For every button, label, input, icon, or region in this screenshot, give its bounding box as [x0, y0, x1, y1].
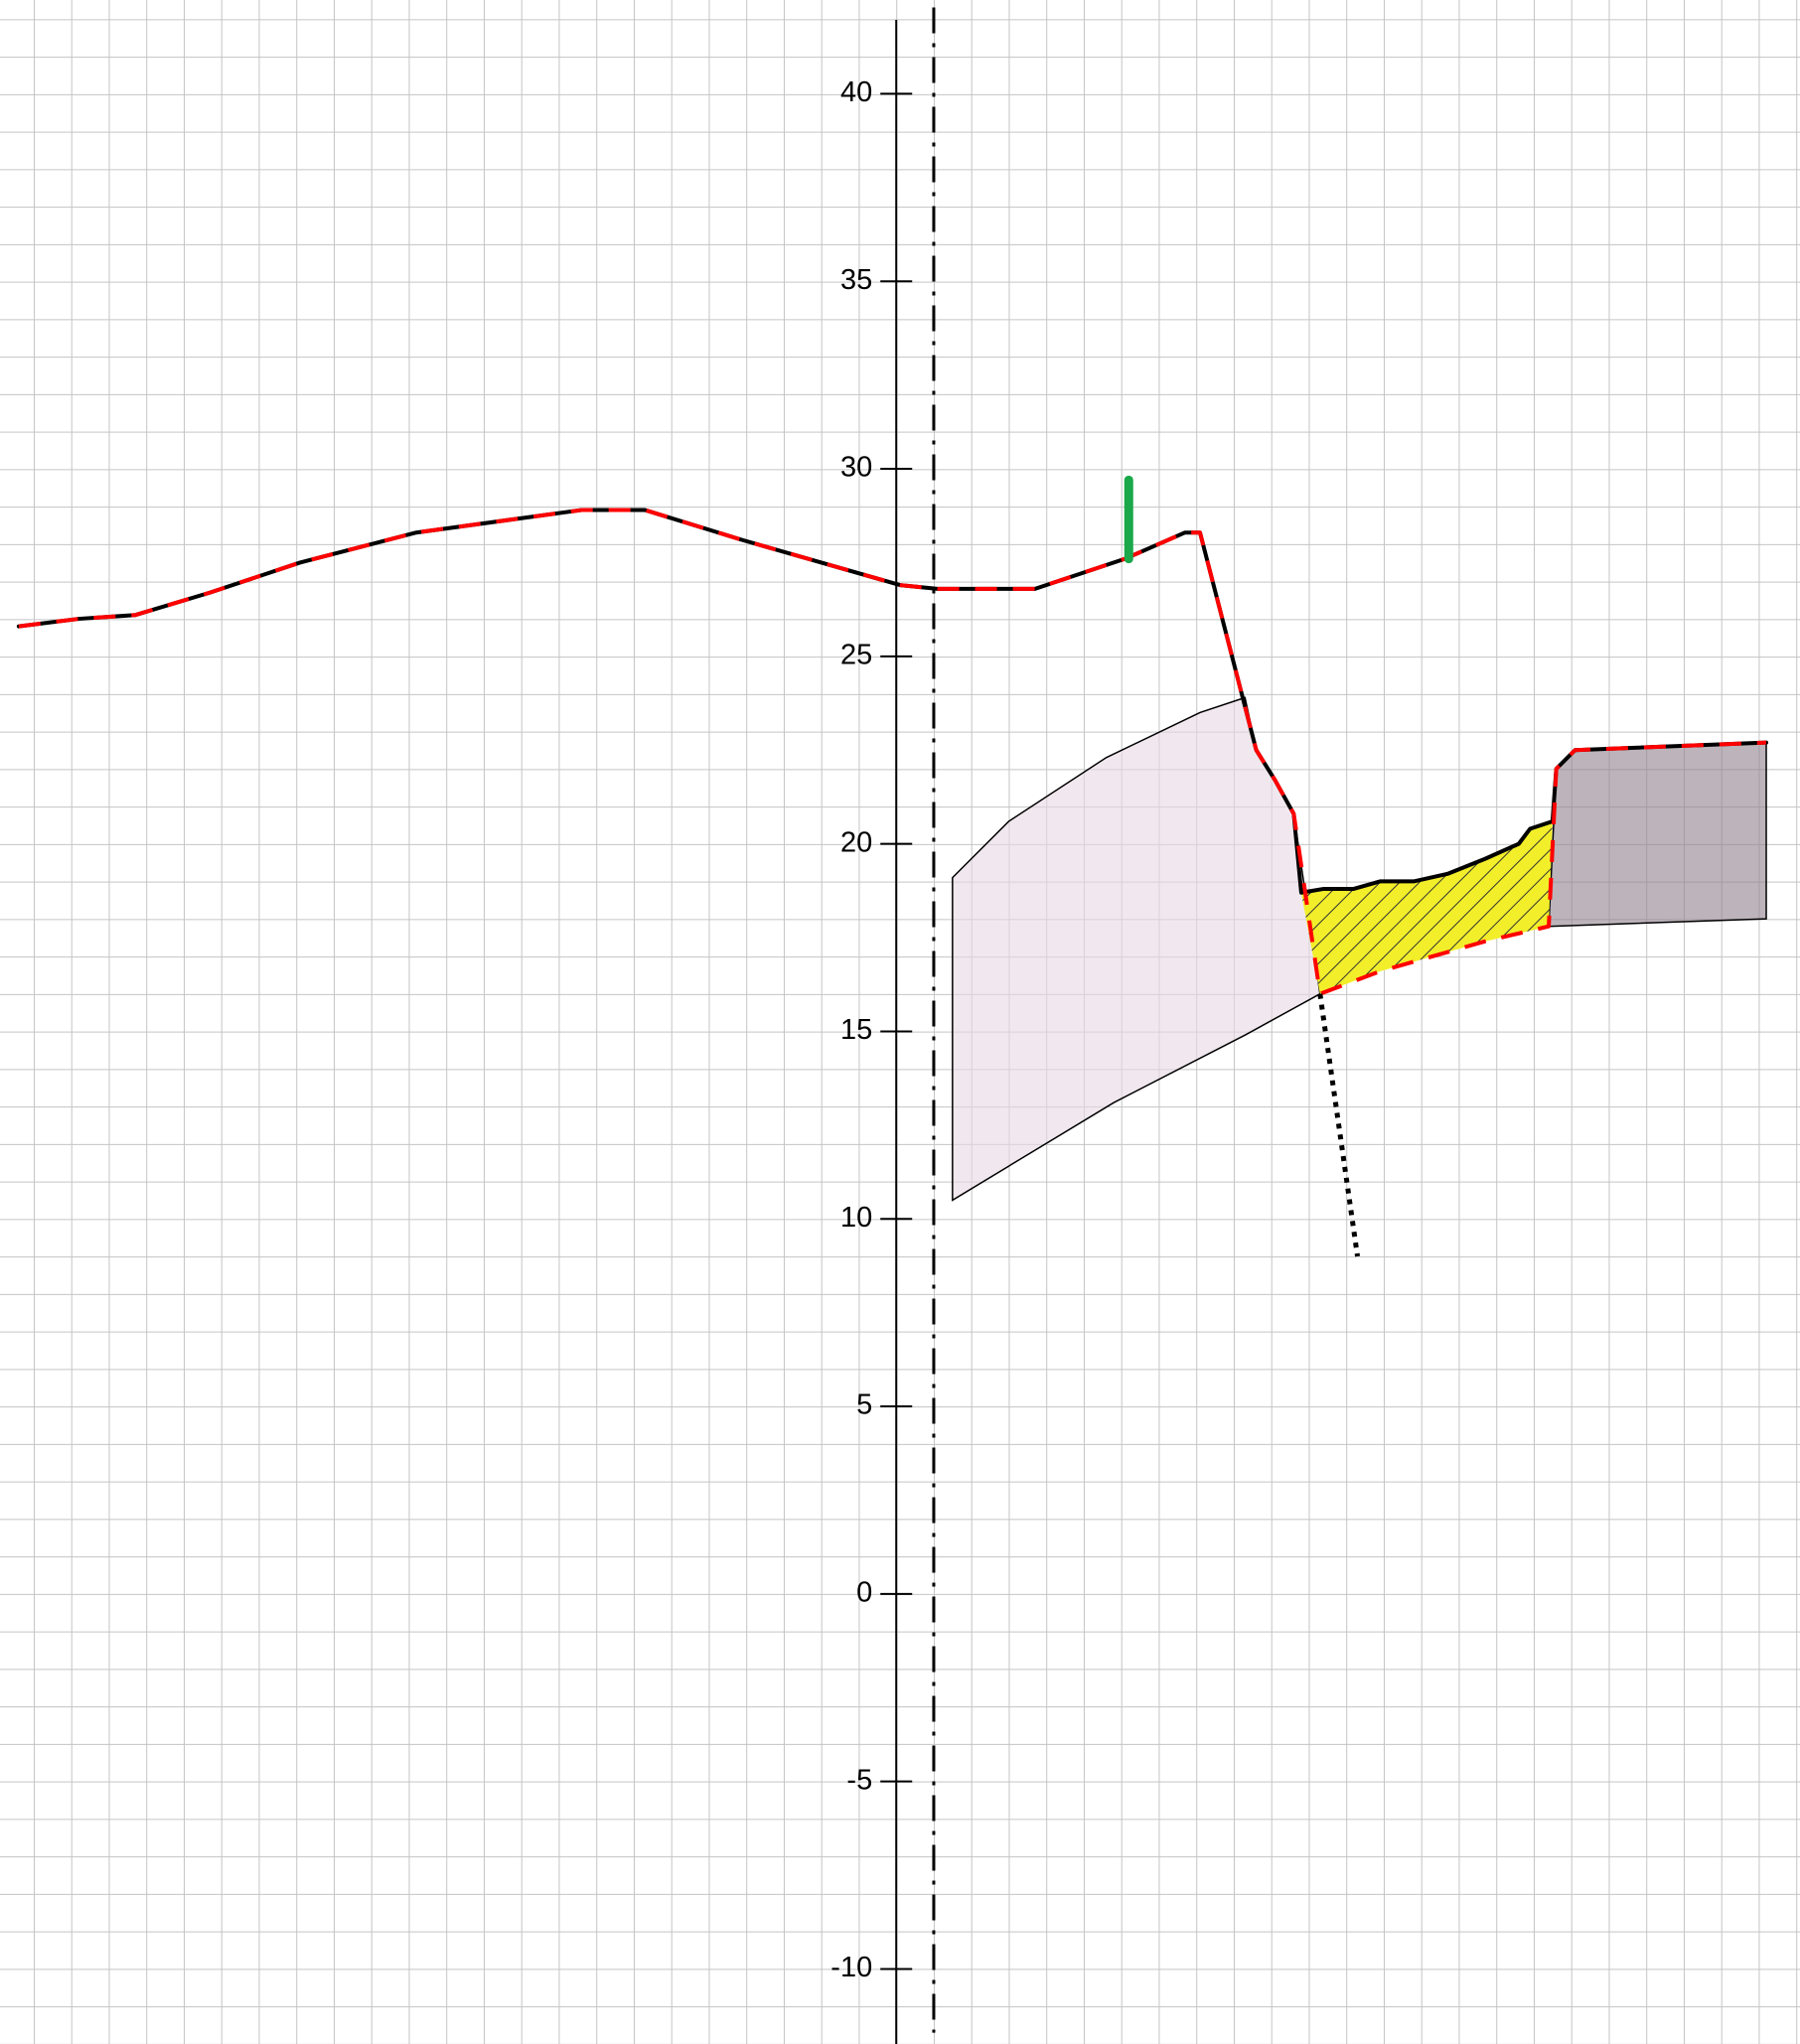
y-tick-label: 0	[856, 1577, 872, 1609]
y-tick-label: 10	[840, 1202, 872, 1234]
y-tick-label: 35	[840, 264, 872, 296]
y-tick-label: 40	[840, 76, 872, 108]
y-tick-label: 5	[856, 1389, 872, 1421]
y-tick-label: 15	[840, 1014, 872, 1046]
y-tick-label: -5	[846, 1764, 872, 1796]
area	[1300, 820, 1553, 994]
y-tick-label: 25	[840, 639, 872, 670]
y-tick-label: 30	[840, 452, 872, 484]
y-tick-label: 20	[840, 826, 872, 858]
line	[1317, 993, 1361, 1257]
area	[1548, 741, 1767, 928]
y-tick-label: -10	[830, 1952, 872, 1983]
